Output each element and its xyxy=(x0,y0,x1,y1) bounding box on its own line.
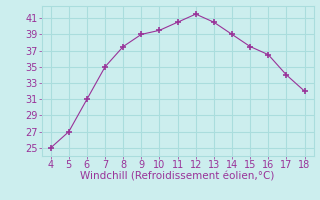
X-axis label: Windchill (Refroidissement éolien,°C): Windchill (Refroidissement éolien,°C) xyxy=(80,172,275,182)
